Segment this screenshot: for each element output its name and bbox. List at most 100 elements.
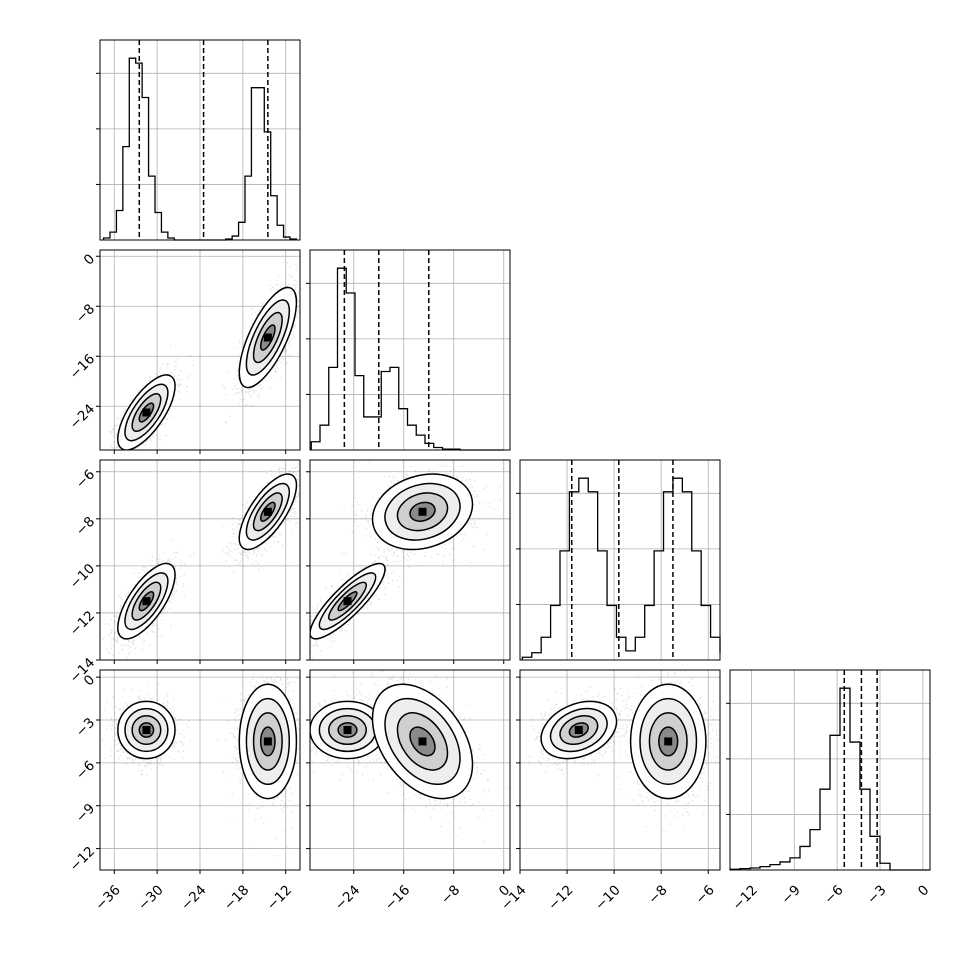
contour-line — [138, 722, 155, 738]
x-tick-label: −3 — [864, 882, 889, 907]
x-tick-label: −12 — [545, 882, 576, 913]
contour-line — [328, 581, 368, 621]
x-tick-label: −6 — [821, 882, 846, 907]
x-tick-label: 0 — [915, 882, 932, 899]
contour-line — [629, 683, 707, 800]
contour-line — [238, 473, 298, 551]
y-tick-label: −8 — [73, 514, 98, 539]
y-tick-label: −6 — [73, 758, 98, 783]
x-tick-label: −6 — [692, 882, 717, 907]
contour-line — [396, 492, 449, 532]
x-tick-label: −24 — [178, 882, 209, 913]
contour-line — [409, 726, 436, 757]
density-peak — [574, 726, 583, 734]
x-tick-label: −8 — [438, 882, 463, 907]
density-peak — [142, 726, 151, 734]
contour-line — [117, 700, 176, 760]
y-tick-label: −8 — [73, 301, 98, 326]
scatter-content — [520, 670, 720, 870]
y-tick-label: −16 — [67, 351, 98, 382]
x-tick-label: −18 — [221, 882, 252, 913]
scatter-panel-0-1 — [96, 249, 301, 454]
histogram-step — [729, 687, 930, 871]
x-tick-label: −16 — [382, 882, 413, 913]
histogram-frame — [99, 39, 301, 241]
x-tick-label: −30 — [135, 882, 166, 913]
density-peak — [343, 726, 352, 734]
contour-line — [259, 726, 276, 757]
density-peak — [263, 507, 272, 516]
scatter-frame — [309, 669, 511, 871]
x-tick-label: −12 — [264, 882, 295, 913]
density-peak — [263, 737, 272, 746]
y-tick-label: −9 — [73, 801, 98, 826]
y-tick-label: −3 — [73, 715, 98, 740]
y-tick-label: −10 — [67, 561, 98, 592]
contour-line — [310, 562, 386, 640]
y-tick-label: −6 — [73, 467, 98, 492]
contour-line — [371, 683, 474, 800]
histogram-step — [310, 267, 504, 451]
contour-line — [131, 714, 162, 746]
contour-line — [245, 299, 291, 376]
histogram-panel-2 — [516, 459, 721, 661]
scatter-content — [100, 250, 300, 450]
histogram-frame — [519, 459, 721, 661]
contour-line — [540, 700, 618, 760]
contour-line — [124, 707, 169, 753]
scatter-panel-0-3 — [96, 669, 301, 874]
density-peak — [142, 408, 151, 417]
histogram-panel-1 — [306, 249, 511, 451]
contour-line — [124, 383, 169, 442]
density-peak — [418, 737, 427, 746]
density-peak — [664, 737, 673, 746]
x-tick-label: −8 — [645, 882, 670, 907]
contour-line — [559, 714, 599, 746]
contour-line — [259, 324, 276, 351]
y-tick-label: −24 — [67, 401, 98, 432]
scatter-content — [100, 670, 300, 870]
density-peak — [418, 507, 427, 516]
scatter-panel-2-3 — [516, 669, 721, 874]
x-tick-label: −24 — [332, 882, 363, 913]
x-tick-label: −12 — [729, 882, 760, 913]
contour-line — [549, 707, 608, 753]
contour-line — [639, 697, 698, 786]
contour-line — [318, 572, 377, 631]
scatter-panel-1-3 — [306, 669, 511, 874]
scatter-content — [310, 670, 510, 870]
contour-line — [658, 726, 679, 757]
density-peak — [142, 597, 151, 606]
contour-line — [131, 392, 162, 432]
contour-line — [396, 712, 449, 771]
y-tick-label: −12 — [67, 608, 98, 639]
contour-line — [245, 482, 291, 541]
scatter-content — [100, 460, 300, 660]
x-tick-label: −10 — [592, 882, 623, 913]
density-peak — [343, 597, 352, 606]
histogram-panel-3 — [726, 669, 931, 871]
histogram-step — [521, 477, 721, 660]
contour-line — [409, 501, 436, 522]
contour-line — [238, 286, 298, 389]
x-tick-label: −36 — [92, 882, 123, 913]
scatter-panel-1-2 — [306, 459, 511, 664]
x-tick-label: −9 — [778, 882, 803, 907]
contour-line — [124, 572, 169, 631]
histogram-background — [310, 250, 510, 450]
scatter-points — [310, 461, 505, 659]
contour-line — [648, 712, 688, 771]
histogram-frame — [729, 669, 931, 871]
contour-line — [117, 374, 176, 450]
contour-line — [384, 697, 461, 786]
contour-line — [131, 581, 162, 621]
y-tick-label: 0 — [81, 251, 98, 268]
density-peak — [263, 333, 272, 342]
scatter-content — [310, 460, 510, 660]
contour-line — [337, 722, 358, 738]
histogram-panel-0 — [96, 39, 301, 241]
scatter-frame — [519, 669, 721, 871]
contour-line — [238, 683, 298, 800]
contour-line — [252, 311, 283, 364]
